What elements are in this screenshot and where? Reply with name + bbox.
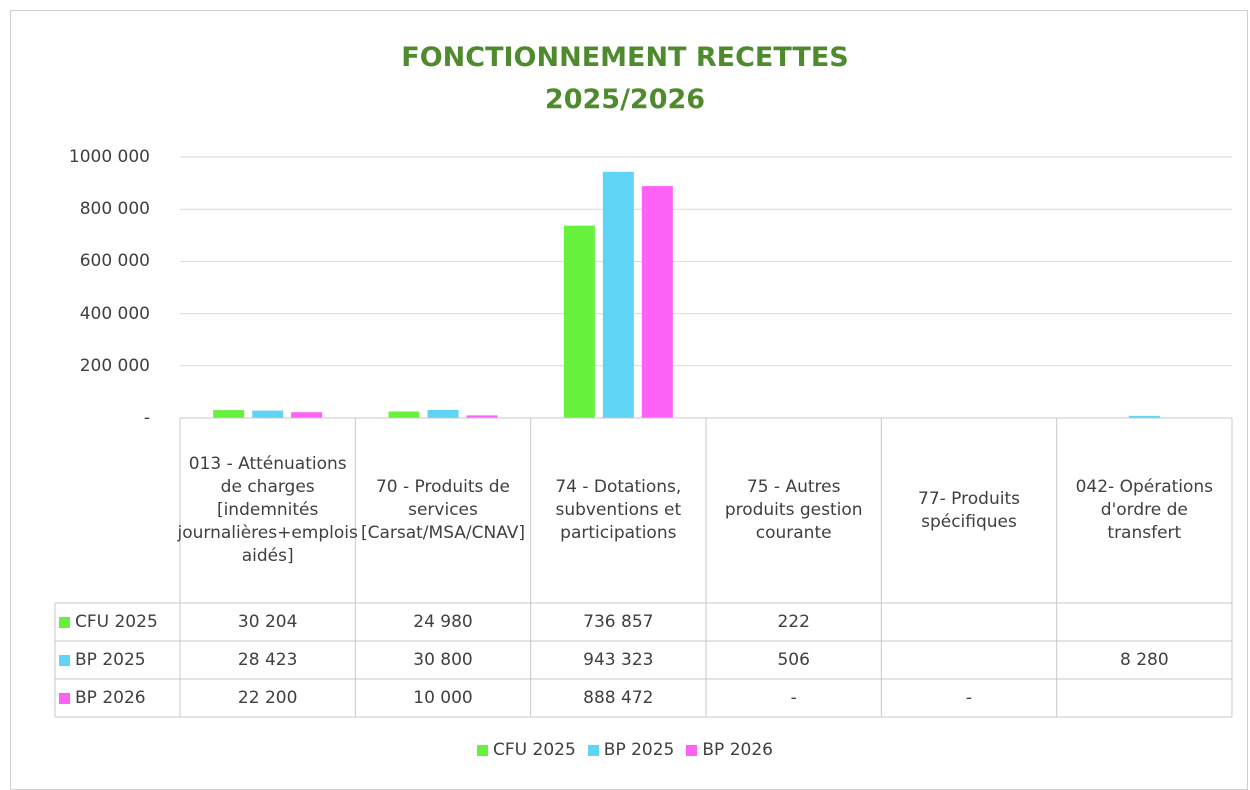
legend-key — [59, 617, 70, 628]
data-table-value: 30 204 — [180, 603, 355, 641]
legend-label: BP 2025 — [604, 740, 675, 760]
y-tick-label: 400 000 — [0, 304, 150, 324]
y-tick-label: 800 000 — [0, 199, 150, 219]
legend-key — [686, 745, 697, 756]
legend-key — [588, 745, 599, 756]
y-tick-label: 200 000 — [0, 356, 150, 376]
data-table-value: 10 000 — [355, 679, 530, 717]
data-table-value: 888 472 — [531, 679, 706, 717]
series-row-label: BP 2026 — [55, 679, 180, 717]
data-table-value: 506 — [706, 641, 881, 679]
bar — [642, 186, 673, 418]
category-label: 042- Opérations d'ordre de transfert — [1057, 418, 1232, 603]
data-table-value: 22 200 — [180, 679, 355, 717]
legend-key — [59, 655, 70, 666]
category-label: 75 - Autres produits gestion courante — [706, 418, 881, 603]
bar — [564, 226, 595, 418]
data-table-value: - — [706, 679, 881, 717]
legend-key — [477, 745, 488, 756]
legend-key — [59, 693, 70, 704]
category-label: 77- Produits spécifiques — [881, 418, 1056, 603]
y-tick-label: 1000 000 — [0, 147, 150, 167]
data-table-value: 943 323 — [531, 641, 706, 679]
legend-item: BP 2025 — [588, 740, 675, 760]
category-label: 74 - Dotations, subventions et participa… — [531, 418, 706, 603]
series-row-label: BP 2025 — [55, 641, 180, 679]
y-tick-label: - — [0, 408, 150, 428]
series-name: BP 2025 — [75, 649, 146, 672]
legend: CFU 2025 BP 2025 BP 2026 — [0, 740, 1250, 760]
legend-item: BP 2026 — [686, 740, 773, 760]
legend-item: CFU 2025 — [477, 740, 576, 760]
category-label: 70 - Produits de services [Carsat/MSA/CN… — [355, 418, 530, 603]
y-tick-label: 600 000 — [0, 251, 150, 271]
legend-label: CFU 2025 — [493, 740, 576, 760]
series-name: CFU 2025 — [75, 611, 158, 634]
bar — [428, 410, 459, 418]
data-table-value: 30 800 — [355, 641, 530, 679]
data-table-value: 24 980 — [355, 603, 530, 641]
bar — [252, 411, 283, 418]
category-label: 013 - Atténuations de charges [indemnité… — [180, 418, 355, 603]
series-name: BP 2026 — [75, 687, 146, 710]
bar — [213, 410, 244, 418]
data-table-value: 222 — [706, 603, 881, 641]
bar — [603, 172, 634, 418]
data-table-value: 736 857 — [531, 603, 706, 641]
legend-label: BP 2026 — [702, 740, 773, 760]
data-table-value: - — [881, 679, 1056, 717]
data-table-value: 8 280 — [1057, 641, 1232, 679]
series-row-label: CFU 2025 — [55, 603, 180, 641]
data-table-value: 28 423 — [180, 641, 355, 679]
